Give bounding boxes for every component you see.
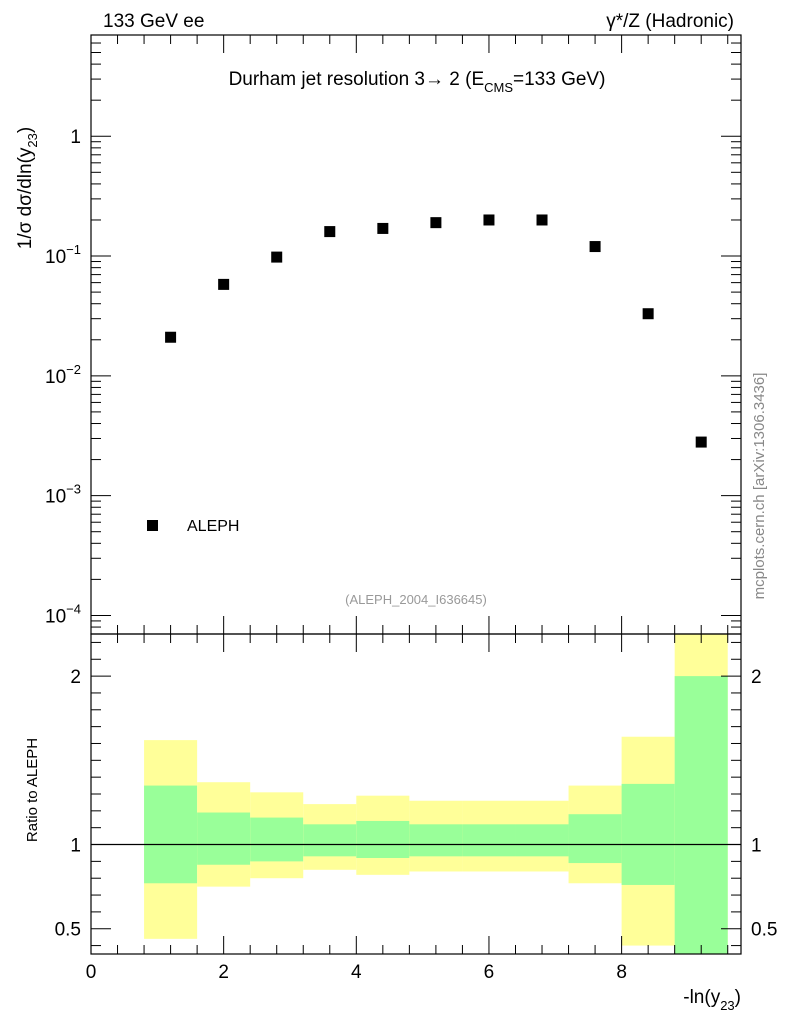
ratio-y-tick-label-left-0: 2	[70, 667, 81, 688]
x-axis-label: -ln(y23)	[683, 987, 741, 1013]
ratio-band-inner-7	[515, 824, 569, 857]
x-tick-label-3: 6	[484, 962, 495, 983]
ratio-band-inner-3	[303, 824, 357, 857]
ratio-band-inner-5	[409, 824, 463, 857]
legend-label-aleph: ALEPH	[187, 518, 239, 535]
data-point-4	[377, 222, 389, 234]
ratio-y-axis-label: Ratio to ALEPH	[24, 738, 41, 842]
x-tick-label-1: 2	[218, 962, 229, 983]
ratio-y-tick-label-right-1: 1	[751, 836, 762, 857]
ratio-band-inner-1	[197, 812, 251, 865]
data-point-10	[695, 436, 707, 448]
data-point-3	[324, 226, 336, 238]
ratio-y-tick-label-left-2: 0.5	[55, 920, 81, 941]
ratio-band-inner-2	[250, 817, 304, 862]
main-plot-frame	[90, 34, 742, 635]
ratio-band-inner-8	[568, 814, 622, 864]
ratio-y-tick-label-left-1: 1	[70, 836, 81, 857]
ratio-plot-frame	[90, 633, 742, 955]
ratio-y-tick-label-right-0: 2	[751, 667, 762, 688]
y-tick-label-3: 10−3	[45, 482, 81, 508]
ratio-bands	[91, 634, 741, 954]
y-tick-label-1: 10−1	[45, 242, 81, 268]
ratio-band-inner-0	[144, 785, 198, 884]
analysis-reference: (ALEPH_2004_I636645)	[345, 592, 487, 607]
data-point-9	[642, 308, 654, 320]
data-point-8	[589, 241, 601, 253]
y-axis-label: 1/σ dσ/dln(y23)	[15, 127, 40, 249]
data-point-0	[165, 331, 177, 343]
x-tick-label-2: 4	[351, 962, 362, 983]
data-point-6	[483, 214, 495, 226]
x-tick-label-0: 0	[86, 962, 97, 983]
ratio-band-inner-4	[356, 820, 410, 858]
legend-marker-aleph	[147, 520, 158, 531]
ratio-band-inner-9	[621, 783, 675, 885]
watermark: mcplots.cern.ch [arXiv:1306.3436]	[751, 373, 768, 600]
header-right: γ*/Z (Hadronic)	[606, 11, 734, 32]
y-tick-label-2: 10−2	[45, 362, 81, 388]
data-points	[165, 214, 707, 448]
main-axis-ticks: 1 10−1 10−2 10−3 10−4	[45, 34, 741, 635]
data-point-5	[430, 217, 442, 229]
plot-title: Durham jet resolution 3→ 2 (ECMS=133 GeV…	[229, 69, 606, 95]
header-left: 133 GeV ee	[103, 11, 204, 32]
y-tick-label-0: 1	[70, 127, 81, 148]
x-tick-label-4: 8	[616, 962, 627, 983]
ratio-band-inner-6	[462, 824, 516, 857]
data-point-7	[536, 214, 548, 226]
ratio-band-inner-10	[674, 676, 728, 954]
data-point-1	[218, 278, 230, 290]
ratio-y-tick-label-right-2: 0.5	[751, 920, 777, 941]
data-point-2	[271, 251, 283, 263]
y-tick-label-4: 10−4	[45, 601, 81, 627]
